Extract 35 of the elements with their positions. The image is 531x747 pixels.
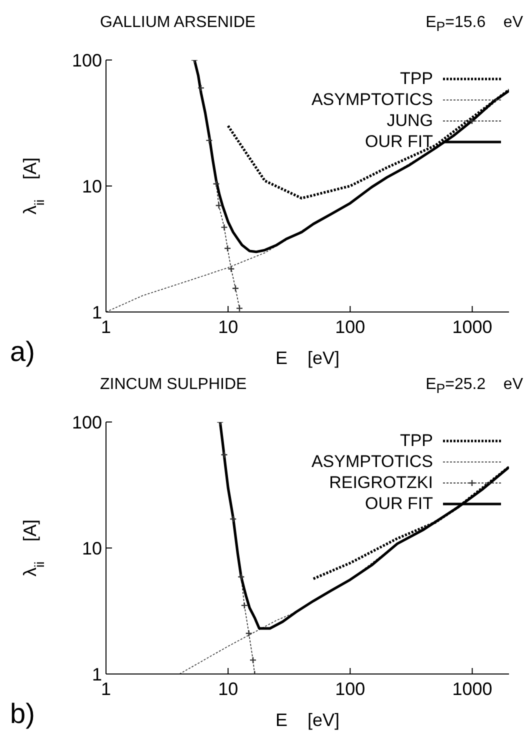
y-tick-label: 10 <box>82 538 102 558</box>
x-axis-title: E [eV] <box>275 348 340 368</box>
point <box>220 224 228 231</box>
point <box>224 244 232 252</box>
legend-label: OUR FIT <box>365 131 433 152</box>
legend-label: JUNG <box>386 110 433 131</box>
point <box>232 284 240 292</box>
x-tick-label: 10 <box>218 316 238 337</box>
point <box>236 304 244 312</box>
y-tick-label: 100 <box>72 50 102 70</box>
x-tick-label: 100 <box>335 678 366 699</box>
chart-title: GALLIUM ARSENIDE <box>100 14 256 32</box>
point <box>206 136 213 144</box>
legend-label: ASYMPTOTICS <box>311 89 433 110</box>
text: a) <box>10 336 35 368</box>
x-axis-title: E [eV] <box>275 710 340 730</box>
text: b) <box>10 698 35 730</box>
legend-label: TPP <box>400 68 433 89</box>
y-tick-label: 1 <box>92 664 102 684</box>
legend-label: ASYMPTOTICS <box>311 451 433 472</box>
x-tick-label: 100 <box>335 316 366 337</box>
point <box>215 202 222 210</box>
chart-subtitle: E$_{P}$=25.2 eV <box>426 376 523 396</box>
chart-title: ZINCUM SULPHIDE <box>100 376 247 394</box>
legend-label: TPP <box>400 430 433 451</box>
legend-label: OUR FIT <box>365 493 433 514</box>
y-tick-label: 100 <box>72 412 102 432</box>
x-tick-label: 1000 <box>452 316 492 337</box>
chart-subtitle: E$_{P}$=15.6 eV <box>426 14 523 34</box>
point <box>228 265 235 272</box>
x-tick-label: 1000 <box>452 678 492 699</box>
y-tick-label: 1 <box>92 302 102 322</box>
y-tick-label: 10 <box>82 176 102 196</box>
legend-label: REIGROTZKI <box>329 472 433 493</box>
x-tick-label: 10 <box>218 678 238 699</box>
